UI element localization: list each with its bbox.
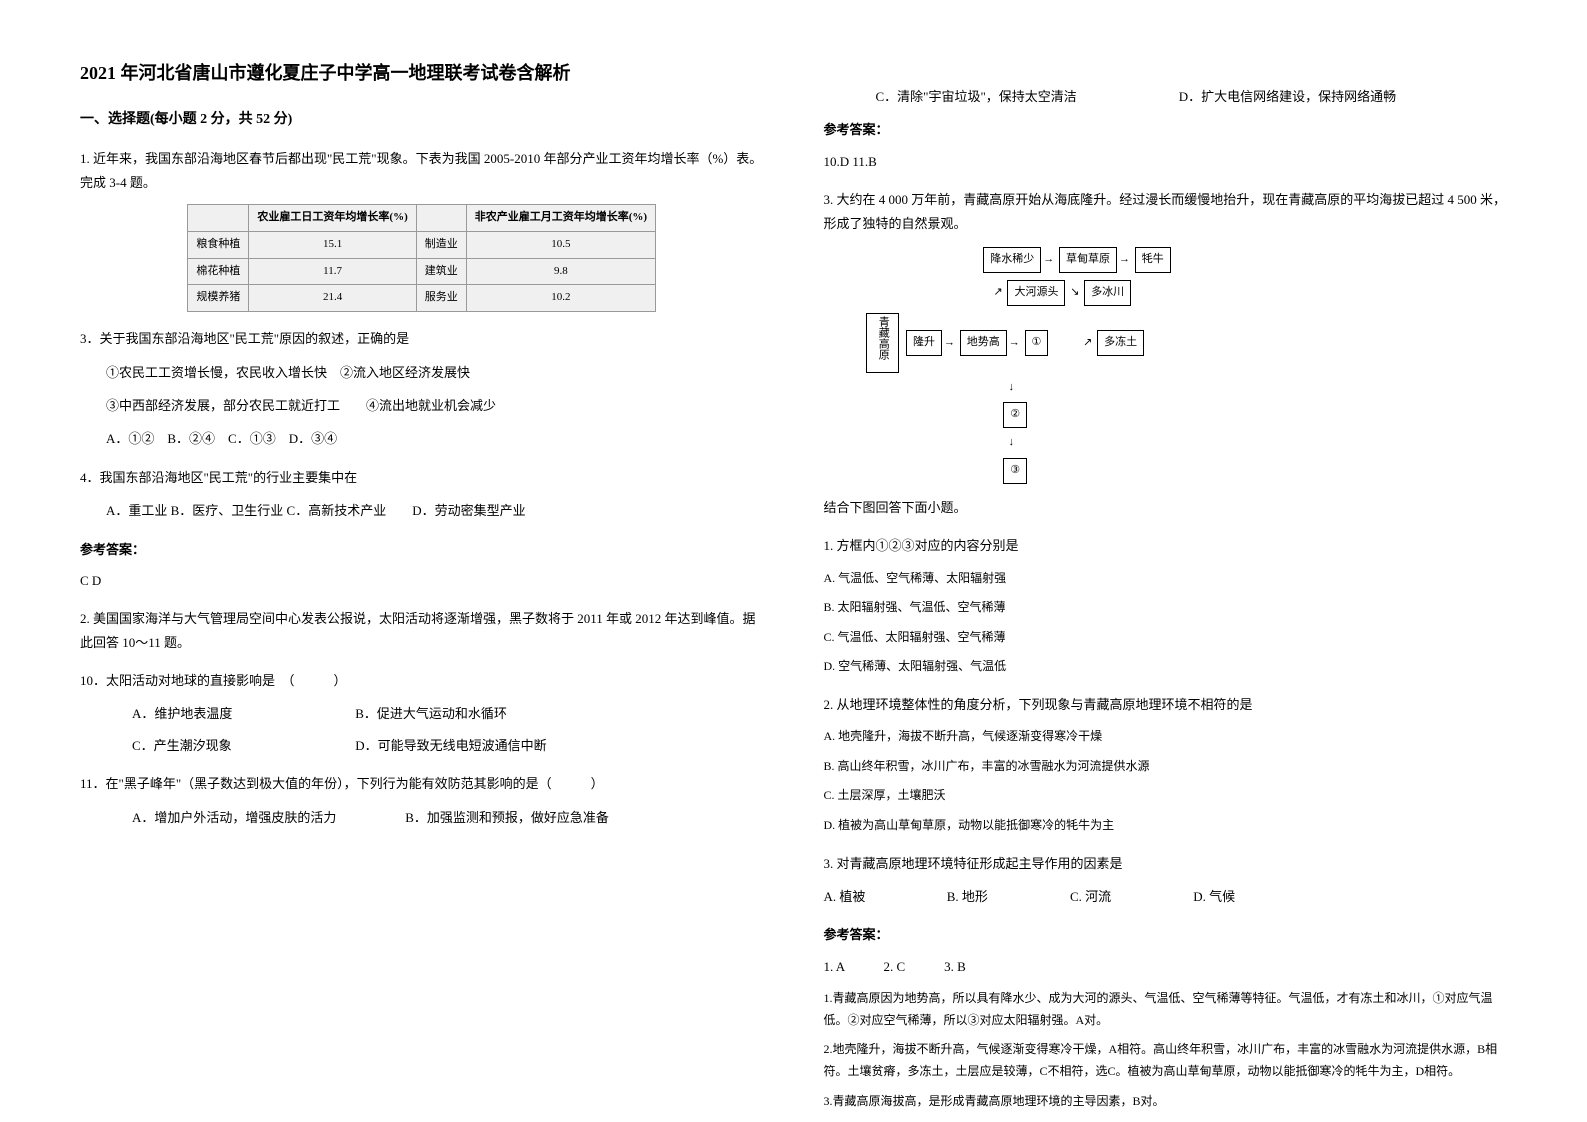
answer-text: 10.D 11.B: [824, 150, 1508, 173]
sq3-opt-b: B. 地形: [947, 885, 1047, 908]
sq3-opt-d: D. 气候: [1193, 885, 1235, 908]
sq1-opt-a: A. 气温低、空气稀薄、太阳辐射强: [824, 568, 1508, 590]
q10-opt-d: D．可能导致无线电短波通信中断: [329, 734, 546, 757]
table-row: 粮食种植 15.1 制造业 10.5: [188, 231, 656, 258]
section-heading: 一、选择题(每小题 2 分，共 52 分): [80, 107, 764, 132]
sub-question-3: 3. 对青藏高原地理环境特征形成起主导作用的因素是 A. 植被 B. 地形 C.…: [824, 852, 1508, 909]
question-2-intro: 2. 美国国家海洋与大气管理局空间中心发表公报说，太阳活动将逐渐增强，黑子数将于…: [80, 607, 764, 654]
q11-opt-a: A．增加户外活动，增强皮肤的活力: [106, 806, 356, 829]
question-4: 4．我国东部沿海地区"民工荒"的行业主要集中在 A．重工业 B．医疗、卫生行业 …: [80, 466, 764, 523]
sq2-opt-a: A. 地壳隆升，海拔不断升高，气候逐渐变得寒冷干燥: [824, 726, 1508, 748]
wage-table: 农业雇工日工资年均增长率(%) 非农产业雇工月工资年均增长率(%) 粮食种植 1…: [187, 204, 656, 312]
q11-opt-b: B．加强监测和预报，做好应急准备: [379, 806, 609, 829]
sq3-opt-c: C. 河流: [1070, 885, 1170, 908]
sq1-opt-d: D. 空气稀薄、太阳辐射强、气温低: [824, 656, 1508, 678]
question-11: 11．在"黑子峰年"（黑子数达到极大值的年份），下列行为能有效防范其影响的是（ …: [80, 772, 764, 829]
question-1-intro: 1. 近年来，我国东部沿海地区春节后都出现"民工荒"现象。下表为我国 2005-…: [80, 147, 764, 312]
explanation-1: 1.青藏高原因为地势高，所以具有降水少、成为大河的源头、气温低、空气稀薄等特征。…: [824, 988, 1508, 1031]
tibet-diagram: 降水稀少→ 草甸草原→ 牦牛 ↗ 大河源头 ↘ 多冰川 青藏高原 隆升→ 地势高…: [824, 245, 1508, 486]
sq1-opt-c: C. 气温低、太阳辐射强、空气稀薄: [824, 627, 1508, 649]
q3-options: A．①② B．②④ C．①③ D．③④: [80, 427, 764, 450]
question-3-main: 3. 大约在 4 000 万年前，青藏高原开始从海底隆升。经过漫长而缓慢地抬升，…: [824, 188, 1508, 519]
q10-opt-c: C．产生潮汐现象: [106, 734, 306, 757]
sq1-opt-b: B. 太阳辐射强、气温低、空气稀薄: [824, 597, 1508, 619]
q10-opt-a: A．维护地表温度: [106, 702, 306, 725]
exam-title: 2021 年河北省唐山市遵化夏庄子中学高一地理联考试卷含解析: [80, 60, 764, 87]
question-3: 3．关于我国东部沿海地区"民工荒"原因的叙述，正确的是 ①农民工工资增长慢，农民…: [80, 327, 764, 451]
answer-text: C D: [80, 569, 764, 592]
q10-opt-b: B．促进大气运动和水循环: [329, 702, 507, 725]
question-10: 10．太阳活动对地球的直接影响是 （ ） A．维护地表温度 B．促进大气运动和水…: [80, 669, 764, 757]
answer-text: 1. A 2. C 3. B: [824, 955, 1508, 978]
explanation-2: 2.地壳隆升，海拔不断升高，气候逐渐变得寒冷干燥，A相符。高山终年积雪，冰川广布…: [824, 1039, 1508, 1082]
answer-label: 参考答案：: [824, 118, 1508, 141]
explanation-3: 3.青藏高原海拔高，是形成青藏高原地理环境的主导因素，B对。: [824, 1091, 1508, 1113]
answer-label: 参考答案：: [80, 538, 764, 561]
sq2-opt-b: B. 高山终年积雪，冰川广布，丰富的冰雪融水为河流提供水源: [824, 756, 1508, 778]
table-row: 规模养猪 21.4 服务业 10.2: [188, 285, 656, 312]
sq2-opt-c: C. 土层深厚，土壤肥沃: [824, 785, 1508, 807]
sq2-opt-d: D. 植被为高山草甸草原，动物以能抵御寒冷的牦牛为主: [824, 815, 1508, 837]
answer-label: 参考答案：: [824, 923, 1508, 946]
sq3-opt-a: A. 植被: [824, 885, 924, 908]
q11-opt-c: C．清除"宇宙垃圾"，保持太空清洁: [850, 85, 1130, 108]
sub-question-1: 1. 方框内①②③对应的内容分别是 A. 气温低、空气稀薄、太阳辐射强 B. 太…: [824, 534, 1508, 678]
sub-question-2: 2. 从地理环境整体性的角度分析，下列现象与青藏高原地理环境不相符的是 A. 地…: [824, 693, 1508, 837]
table-row: 棉花种植 11.7 建筑业 9.8: [188, 258, 656, 285]
q4-options: A．重工业 B．医疗、卫生行业 C．高新技术产业 D．劳动密集型产业: [80, 499, 764, 522]
q11-opt-d: D．扩大电信网络建设，保持网络通畅: [1153, 85, 1396, 108]
